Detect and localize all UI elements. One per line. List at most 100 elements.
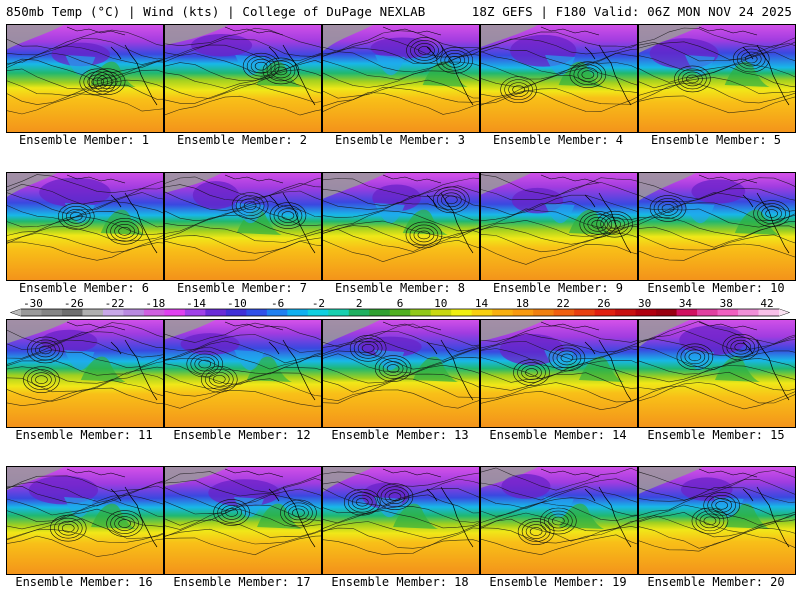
contour-line [323, 70, 479, 88]
closed-contour [757, 203, 786, 224]
closed-contour [753, 200, 790, 227]
contour-line [481, 526, 637, 544]
ensemble-panel-19 [480, 466, 638, 575]
trough [684, 55, 715, 76]
closed-contour [35, 375, 48, 385]
panel-label: Ensemble Member: 17 [173, 575, 311, 589]
ensemble-panel-1 [6, 24, 164, 133]
contour-line [165, 225, 321, 243]
contour-line [481, 74, 637, 98]
colorbar-tick-label: -26 [63, 297, 84, 310]
warm-tongue [715, 356, 761, 382]
arctic-coastline [224, 26, 284, 36]
contour-line [7, 518, 163, 541]
closed-contour [600, 213, 629, 235]
closed-contour [711, 497, 732, 513]
arctic-coastline [224, 468, 284, 478]
closed-contour [433, 186, 470, 214]
colorbar-tick-label: -6 [271, 297, 285, 310]
contour-line [481, 208, 637, 229]
closed-contour [413, 227, 435, 243]
contour-line [481, 502, 637, 523]
contour-line [165, 322, 321, 343]
trough [684, 203, 715, 224]
contour-line [323, 239, 479, 263]
trough [374, 203, 405, 224]
closed-contour [349, 334, 387, 362]
closed-contour [61, 205, 91, 227]
contour-line [323, 539, 479, 555]
closed-contour [761, 206, 782, 221]
trough [543, 497, 574, 518]
coastline [742, 486, 790, 548]
panel-label: Ensemble Member: 18 [331, 575, 469, 589]
colorbar-tick-label: 38 [719, 297, 733, 310]
colorbar-swatch [82, 309, 104, 316]
trough [235, 55, 266, 76]
closed-contour [347, 491, 377, 513]
contour-line [165, 504, 321, 526]
ensemble-panel-13 [322, 319, 480, 428]
warm-tongue [559, 503, 605, 529]
contour-line [7, 322, 163, 343]
temperature-map [165, 25, 321, 132]
closed-contour [678, 68, 707, 90]
contour-line [165, 176, 321, 199]
contour-line [323, 478, 479, 502]
coastline [268, 486, 316, 548]
colorbar-swatch [205, 309, 227, 316]
closed-contour [273, 205, 303, 226]
closed-contour [734, 342, 748, 352]
colorbar-swatch [102, 309, 124, 316]
arctic-coastline [698, 468, 758, 478]
closed-contour [703, 491, 740, 519]
closed-contour [106, 510, 143, 537]
arctic-coastline [66, 174, 126, 184]
closed-contour [200, 365, 238, 393]
contour-line [7, 359, 163, 376]
panel-label: Ensemble Member: 2 [176, 133, 308, 147]
arctic-coastline [698, 321, 758, 331]
closed-contour [376, 483, 414, 511]
contour-line [639, 479, 795, 501]
closed-contour [100, 77, 114, 86]
temperature-field [7, 25, 163, 132]
closed-contour [292, 508, 305, 518]
arctic-coastline [66, 26, 126, 36]
panel-label: Ensemble Member: 10 [647, 281, 785, 295]
closed-contour [441, 192, 462, 208]
closed-contour [500, 76, 537, 103]
contour-line [165, 27, 321, 48]
closed-contour [190, 353, 220, 375]
coastline [268, 192, 316, 254]
closed-contour [512, 85, 525, 94]
colorbar-swatch [266, 309, 288, 316]
contour-line [7, 52, 163, 74]
contour-line [7, 535, 163, 557]
closed-contour [440, 50, 470, 71]
temperature-map [165, 173, 321, 280]
contour-line [165, 355, 321, 375]
arctic-cold-region [639, 467, 703, 494]
closed-contour [744, 54, 758, 64]
contour-line [323, 92, 479, 115]
coastline [426, 44, 474, 106]
contour-line [639, 51, 795, 71]
trough [375, 55, 406, 76]
colorbar-swatch [21, 309, 42, 316]
temperature-field [481, 173, 637, 280]
closed-contour [765, 209, 778, 218]
closed-contour [577, 67, 599, 83]
arctic-cold-region [639, 173, 696, 201]
colorbar-swatch [41, 309, 63, 316]
colorbar-tick-label: -10 [226, 297, 247, 310]
coastline [426, 339, 474, 401]
cold-core [39, 177, 111, 207]
warm-tongue [91, 503, 137, 529]
contour-line [7, 79, 163, 96]
ensemble-panel-18 [322, 466, 480, 575]
contour-line [165, 518, 321, 538]
colorbar-swatch [184, 309, 206, 316]
contour-line [481, 341, 637, 360]
colorbar-tick-label: 26 [597, 297, 611, 310]
